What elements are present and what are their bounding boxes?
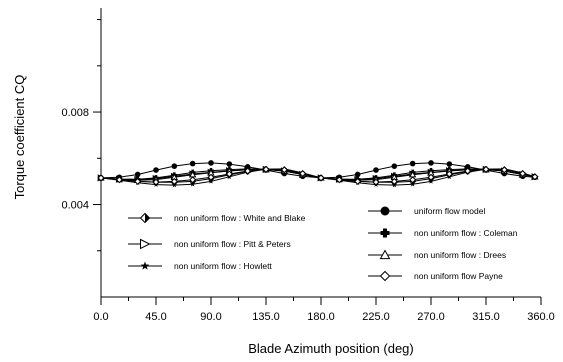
x-tick-label: 270.0 — [417, 311, 445, 323]
data-point — [372, 178, 380, 186]
legend-entry: non uniform flow Payne — [368, 270, 503, 282]
data-point — [208, 178, 214, 184]
data-point — [189, 160, 196, 167]
legend-label: non uniform flow : Coleman — [414, 228, 518, 238]
y-tick-label: 0.004 — [61, 200, 89, 212]
legend-entry: non uniform flow : Coleman — [368, 228, 518, 238]
data-point — [482, 165, 490, 173]
data-point — [427, 173, 435, 181]
data-point — [134, 177, 142, 185]
x-tick-label: 315.0 — [472, 311, 500, 323]
y-axis-title: Torque coefficient CQ — [12, 75, 27, 200]
legend-label: non uniform flow : Pitt & Peters — [174, 239, 291, 249]
legend-entry: non uniform flow : White and Blake — [128, 212, 306, 224]
data-point — [354, 171, 361, 178]
legend-entry: non uniform flow : Howlett — [128, 261, 272, 271]
legend: non uniform flow : White and Blake non un… — [128, 206, 518, 282]
data-point — [280, 166, 288, 174]
data-point — [390, 177, 398, 185]
legend-label: uniform flow model — [414, 206, 485, 216]
data-point — [464, 167, 472, 175]
legend-label: non uniform flow : White and Blake — [174, 213, 306, 223]
legend-marker — [379, 270, 391, 282]
data-point — [519, 170, 527, 178]
data-point — [97, 174, 105, 182]
y-tick-label: 0.008 — [61, 107, 89, 119]
x-axis-title: Blade Azimuth position (deg) — [248, 341, 413, 356]
data-point — [244, 167, 252, 175]
x-tick-label: 135.0 — [252, 311, 280, 323]
data-point — [409, 160, 416, 167]
data-point — [409, 176, 417, 184]
data-point — [134, 171, 141, 178]
data-point — [335, 176, 343, 184]
data-point — [354, 177, 362, 185]
series-layer — [97, 160, 539, 188]
x-tick-label: 45.0 — [145, 311, 166, 323]
legend-label: non uniform flow : Drees — [414, 250, 506, 260]
x-tick-label: 0.0 — [93, 311, 108, 323]
data-point — [262, 165, 270, 173]
legend-entry: non uniform flow : Drees — [368, 249, 506, 260]
legend-marker — [379, 249, 391, 260]
data-point — [115, 176, 123, 184]
data-point — [500, 166, 508, 174]
data-point — [208, 160, 214, 166]
legend-marker — [139, 212, 151, 224]
data-point — [317, 174, 325, 182]
data-point — [225, 170, 233, 178]
data-point — [446, 161, 453, 167]
data-point — [428, 178, 434, 184]
data-point — [410, 181, 416, 187]
data-point — [531, 173, 539, 181]
x-tick-label: 90.0 — [200, 311, 221, 323]
data-point — [189, 176, 197, 184]
data-point — [373, 167, 379, 173]
data-point — [171, 163, 178, 169]
legend-marker — [140, 261, 150, 270]
data-point — [190, 181, 196, 187]
x-tick-label: 180.0 — [307, 311, 335, 323]
legend-marker — [380, 228, 390, 238]
legend-label: non uniform flow : Howlett — [174, 261, 272, 271]
legend-marker — [380, 206, 390, 216]
data-point — [445, 170, 453, 178]
data-point — [152, 178, 160, 186]
data-point — [391, 163, 398, 169]
legend-label: non uniform flow Payne — [414, 271, 503, 281]
tick-marks: 0.0 45.0 90.0 135.0 180.0 225.0 270.0 315.0 360.… — [61, 19, 555, 323]
x-tick-label: 225.0 — [362, 311, 390, 323]
legend-entry: non uniform flow : Pitt & Peters — [128, 238, 291, 250]
data-point — [207, 173, 215, 181]
series-6 — [97, 165, 539, 186]
data-point — [428, 160, 434, 166]
data-point — [226, 161, 233, 167]
x-tick-label: 360.0 — [527, 311, 555, 323]
data-point — [299, 170, 307, 178]
data-point — [170, 177, 178, 185]
data-point — [153, 167, 159, 173]
legend-entry: uniform flow model — [368, 206, 485, 216]
legend-marker — [140, 238, 151, 250]
